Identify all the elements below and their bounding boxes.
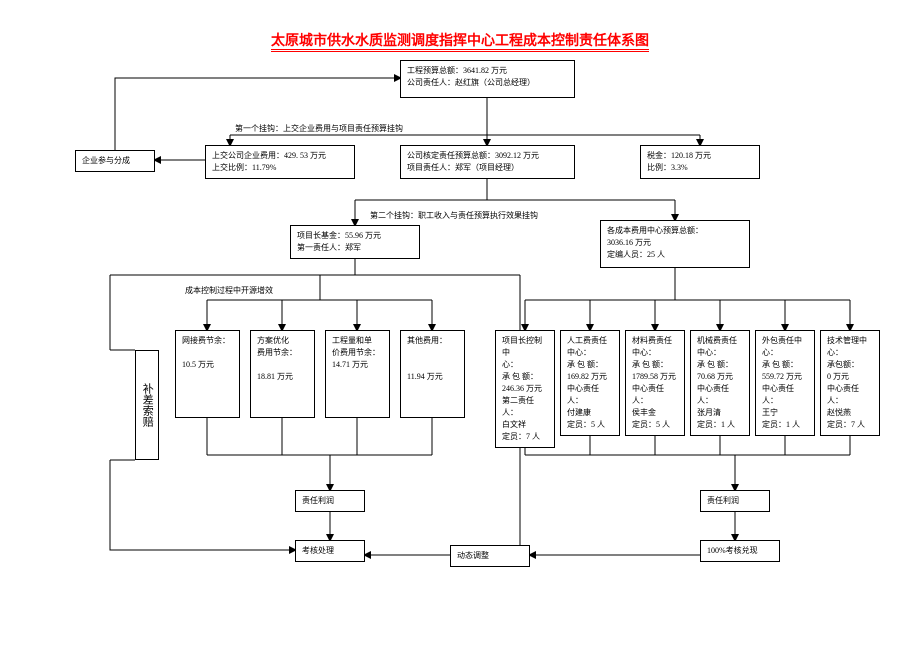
node-comp: 补差索赔 [135, 350, 159, 460]
label-hook2: 第二个挂钩：职工收入与责任预算执行效果挂钩 [370, 210, 538, 221]
node-col3: 工程量和单价费用节余：14.71 万元 [325, 330, 390, 418]
diagram-stage: 太原城市供水水质监测调度指挥中心工程成本控制责任体系图工程预算总额：3641.8… [0, 0, 920, 651]
node-profitL: 责任利润 [295, 490, 365, 512]
node-fund: 项目长基金：55.96 万元第一责任人：郑军 [290, 225, 420, 259]
node-r1: 项目长控制中心：承 包 额：246.36 万元第二责任人：白文祥定员：7 人 [495, 330, 555, 448]
connector [110, 460, 295, 550]
node-r3: 材料费责任中心：承 包 额：1789.58 万元中心责任人：侯丰金定员：5 人 [625, 330, 685, 436]
node-top: 工程预算总额：3641.82 万元公司责任人：赵红旗（公司总经理） [400, 60, 575, 98]
label-hook1: 第一个挂钩：上交企业费用与项目责任预算挂钩 [235, 123, 403, 134]
node-dyn: 动态调整 [450, 545, 530, 567]
connector [115, 78, 400, 150]
node-profitR: 责任利润 [700, 490, 770, 512]
label-gain: 成本控制过程中开源增效 [185, 285, 273, 296]
node-r5: 外包责任中心：承 包 额：559.72 万元中心责任人：王宁定员：1 人 [755, 330, 815, 436]
node-r4: 机械费责任中心：承 包 额：70.68 万元中心责任人：张月清定员：1 人 [690, 330, 750, 436]
node-assessL: 考核处理 [295, 540, 365, 562]
page-title: 太原城市供水水质监测调度指挥中心工程成本控制责任体系图 [0, 30, 920, 50]
node-ent: 企业参与分成 [75, 150, 155, 172]
node-col1: 网接费节余： 10.5 万元 [175, 330, 240, 418]
node-fee: 上交公司企业费用：429. 53 万元上交比例：11.79% [205, 145, 355, 179]
node-centers: 各成本费用中心预算总额：3036.16 万元定编人员：25 人 [600, 220, 750, 268]
node-col2: 方案优化费用节余： 18.81 万元 [250, 330, 315, 418]
node-r2: 人工费责任中心：承 包 额：169.82 万元中心责任人：付建康定员：5 人 [560, 330, 620, 436]
node-budget: 公司核定责任预算总额：3092.12 万元项目责任人：郑军（项目经理） [400, 145, 575, 179]
node-tax: 税金：120.18 万元比例：3.3% [640, 145, 760, 179]
node-r6: 技术管理中心：承包额：0 万元中心责任人：赵悦燕定员：7 人 [820, 330, 880, 436]
node-assessR: 100%考核兑现 [700, 540, 780, 562]
node-col4: 其他费用： 11.94 万元 [400, 330, 465, 418]
